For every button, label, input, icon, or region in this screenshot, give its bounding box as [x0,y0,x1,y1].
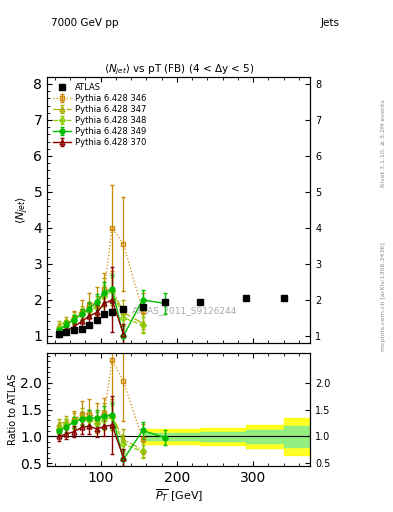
Legend: ATLAS, Pythia 6.428 346, Pythia 6.428 347, Pythia 6.428 348, Pythia 6.428 349, P: ATLAS, Pythia 6.428 346, Pythia 6.428 34… [51,81,148,148]
Text: Rivet 3.1.10, ≥ 3.2M events: Rivet 3.1.10, ≥ 3.2M events [381,99,386,187]
ATLAS [121,306,126,312]
Text: Jets: Jets [321,18,340,28]
ATLAS [197,298,202,305]
ATLAS [94,316,99,323]
Line: ATLAS: ATLAS [55,295,287,337]
Y-axis label: Ratio to ATLAS: Ratio to ATLAS [7,374,18,445]
Text: ATLAS_2011_S9126244: ATLAS_2011_S9126244 [131,307,237,315]
Text: 7000 GeV pp: 7000 GeV pp [51,18,119,28]
ATLAS [102,311,107,317]
ATLAS [72,327,76,333]
ATLAS [163,298,168,305]
ATLAS [110,309,114,315]
ATLAS [140,304,145,310]
ATLAS [56,331,61,337]
ATLAS [87,322,92,328]
ATLAS [79,326,84,332]
ATLAS [64,329,69,335]
Text: mcplots.cern.ch [arXiv:1306.3436]: mcplots.cern.ch [arXiv:1306.3436] [381,243,386,351]
X-axis label: $\overline{P_T}$ [GeV]: $\overline{P_T}$ [GeV] [155,487,203,504]
Y-axis label: $\langle N_{jet}\rangle$: $\langle N_{jet}\rangle$ [14,196,31,224]
ATLAS [281,295,286,301]
Title: $\langle N_{jet}\rangle$ vs pT (FB) (4 < $\Delta$y < 5): $\langle N_{jet}\rangle$ vs pT (FB) (4 <… [104,62,254,77]
ATLAS [243,295,248,301]
